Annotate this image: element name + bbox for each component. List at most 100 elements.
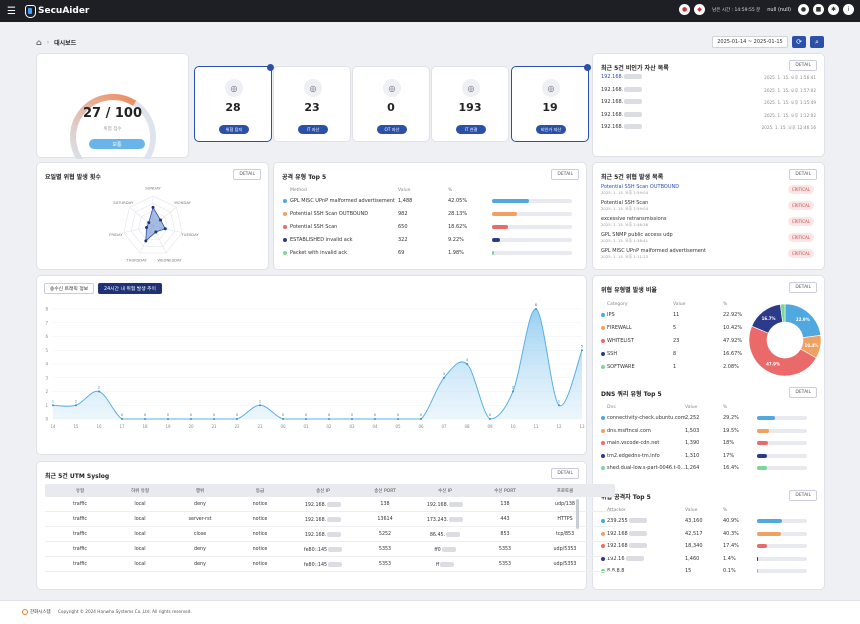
threat_ratio-pct: 10.42% bbox=[723, 325, 743, 331]
stat-card[interactable]: ◎ 0 OT 자산 bbox=[352, 66, 430, 142]
syslog-cell: notice bbox=[225, 532, 295, 537]
y-tick-label: 7 bbox=[45, 320, 48, 325]
unauthorized-icon: ◎ bbox=[542, 79, 560, 97]
attackers-col-name: Attacker bbox=[607, 508, 626, 513]
user-icon[interactable]: ● bbox=[798, 4, 809, 15]
tab-traffic[interactable]: 송수신 트래픽 정보 bbox=[44, 283, 94, 294]
shield-icon[interactable]: ◆ bbox=[694, 4, 706, 15]
dns-pct: 18% bbox=[723, 440, 735, 446]
legend-dot bbox=[601, 556, 605, 561]
attack-types-card: 공격 유형 Top 5 DETAIL Method Value % GPL MI… bbox=[273, 162, 587, 270]
radar-point bbox=[145, 225, 149, 229]
threat-trend-card: 0 1 2 3 4 5 6 7 8 14 15 16 17 18 19 20 21 22 23 00 01 02 03 04 0… bbox=[36, 275, 587, 455]
syslog-cell: 5353 bbox=[470, 547, 540, 552]
syslog-cell: fe80::145 bbox=[288, 562, 358, 568]
syslog-col-header: 등급 bbox=[255, 489, 265, 494]
syslog-cell-text: ff0 bbox=[434, 548, 441, 553]
syslog-cell: local bbox=[105, 562, 175, 567]
dns-pct: 16.4% bbox=[723, 465, 739, 471]
recent-threats-detail-button[interactable]: DETAIL bbox=[789, 169, 817, 180]
syslog-scrollbar[interactable] bbox=[576, 499, 579, 529]
attackers-title: 위협 공격자 Top 5 bbox=[601, 494, 651, 501]
alert-icon[interactable]: ● bbox=[679, 4, 691, 15]
attackers-name: 8.8.8.8 bbox=[607, 568, 625, 574]
tab-threat-trend[interactable]: 24시간 내 위협 발생 추이 bbox=[98, 283, 162, 294]
attack-bar bbox=[492, 199, 529, 203]
dns-bar-track bbox=[757, 453, 807, 458]
syslog-col-header: 송신 PORT bbox=[374, 489, 396, 494]
attackers-name: 239.255 bbox=[607, 518, 647, 524]
attack-pct: 28.13% bbox=[448, 211, 468, 217]
date-range-input[interactable]: 2025-01-14 ~ 2025-01-15 bbox=[712, 36, 788, 48]
asset-ip[interactable]: 192.168. bbox=[601, 86, 643, 93]
threat-ratio-detail-button[interactable]: DETAIL bbox=[789, 282, 817, 293]
syslog-cell: traffic bbox=[45, 502, 115, 507]
home-icon[interactable]: ⌂ bbox=[36, 38, 42, 47]
threat_ratio-name-text: WHITELIST bbox=[607, 338, 634, 344]
attackers-pct: 17.4% bbox=[723, 543, 739, 549]
donut-label: 10.4% bbox=[805, 343, 819, 348]
asset-ip[interactable]: 192.168. bbox=[601, 99, 643, 105]
attack-types-title: 공격 유형 Top 5 bbox=[282, 174, 327, 181]
syslog-cell-text: 192.168. bbox=[304, 533, 327, 538]
right-stats-card: 위협 유형별 발생 비율 DETAIL Category Value % IPS… bbox=[592, 275, 825, 590]
syslog-cell-text: deny bbox=[194, 502, 206, 507]
stat-card[interactable]: ◎ 23 IT 자산 bbox=[273, 66, 351, 142]
syslog-cell: deny bbox=[165, 502, 235, 507]
weekly-threats-detail-button[interactable]: DETAIL bbox=[233, 169, 261, 180]
x-tick-label: 22 bbox=[234, 424, 240, 429]
stat-card[interactable]: ◎ 193 IT 연결 bbox=[431, 66, 509, 142]
lock-icon[interactable]: ■ bbox=[813, 4, 824, 15]
syslog-cell-text: 138 bbox=[380, 502, 390, 507]
asset-ip[interactable]: 192.168. bbox=[601, 111, 643, 118]
x-tick-label: 00 bbox=[280, 424, 286, 429]
attackers-detail-button[interactable]: DETAIL bbox=[789, 490, 817, 501]
attack-value: 69 bbox=[398, 250, 405, 256]
gear-icon[interactable]: ✱ bbox=[828, 4, 839, 15]
syslog-cell-text: 138 bbox=[500, 502, 510, 507]
dns-name: shed.dual-low.s-part-0046.t-0... bbox=[607, 465, 685, 471]
syslog-cell-text: traffic bbox=[72, 517, 88, 522]
attack-types-detail-button[interactable]: DETAIL bbox=[551, 169, 579, 180]
legend-dot bbox=[283, 212, 287, 216]
x-tick-label: 20 bbox=[188, 424, 194, 429]
search-icon: ◎ bbox=[225, 79, 243, 97]
legend-dot bbox=[601, 466, 605, 470]
search-button[interactable]: ⌕ bbox=[810, 36, 824, 48]
stat-card[interactable]: ◎ 28 위협 탐지 bbox=[194, 64, 274, 142]
attack-method: ESTABLISHED invalid ack bbox=[290, 237, 353, 243]
dns-detail-button[interactable]: DETAIL bbox=[789, 387, 817, 398]
attack-method: Packet with invalid ack bbox=[290, 250, 347, 256]
syslog-detail-button[interactable]: DETAIL bbox=[551, 468, 579, 479]
attackers-name-text: 8.8.8.8 bbox=[607, 568, 625, 574]
asset-time: 2025. 1. 15. 오후 1:56:41 bbox=[764, 75, 816, 80]
trend-point bbox=[374, 418, 376, 420]
threat-name[interactable]: GPL SNMP public access udp bbox=[601, 232, 673, 238]
syslog-cell-text: fe80::145 bbox=[303, 548, 328, 553]
attackers-bar bbox=[757, 519, 782, 523]
syslog-cell-text: traffic bbox=[72, 547, 88, 552]
recent-assets-detail-button[interactable]: DETAIL bbox=[789, 60, 817, 71]
threat-name[interactable]: GPL MISC UPnP malformed advertisement bbox=[601, 248, 706, 254]
app-logo[interactable]: SecuAider bbox=[25, 4, 89, 18]
dns-value: 1,310 bbox=[685, 452, 700, 459]
ratio-col-pct: % bbox=[723, 302, 728, 307]
x-tick-label: 10 bbox=[510, 424, 516, 429]
stat-card[interactable]: ◎ 19 비인가 자산 bbox=[511, 64, 591, 142]
syslog-cell-text: deny bbox=[194, 547, 206, 552]
attackers-bar bbox=[757, 556, 758, 561]
syslog-cell: 192.168. bbox=[288, 532, 358, 538]
threat-name[interactable]: excessive retransmissions bbox=[601, 216, 667, 222]
attack-bar bbox=[492, 225, 509, 229]
attackers-value: 1,460 bbox=[685, 555, 700, 562]
radar-day-label: SUNDAY bbox=[145, 186, 161, 191]
asset-ip[interactable]: 192.168. bbox=[601, 74, 643, 80]
threat-time: 2025. 1. 15. 오후 1:46:36 bbox=[601, 222, 648, 227]
legend-dot bbox=[601, 453, 605, 458]
threat-name[interactable]: Potential SSH Scan OUTBOUND bbox=[601, 184, 680, 190]
menu-icon[interactable]: ☰ bbox=[7, 5, 16, 17]
refresh-button[interactable]: ⟳ bbox=[792, 36, 806, 48]
threat-name[interactable]: Potential SSH Scan bbox=[601, 200, 649, 206]
info-icon[interactable]: i bbox=[843, 4, 854, 15]
asset-ip[interactable]: 192.168. bbox=[601, 124, 643, 130]
